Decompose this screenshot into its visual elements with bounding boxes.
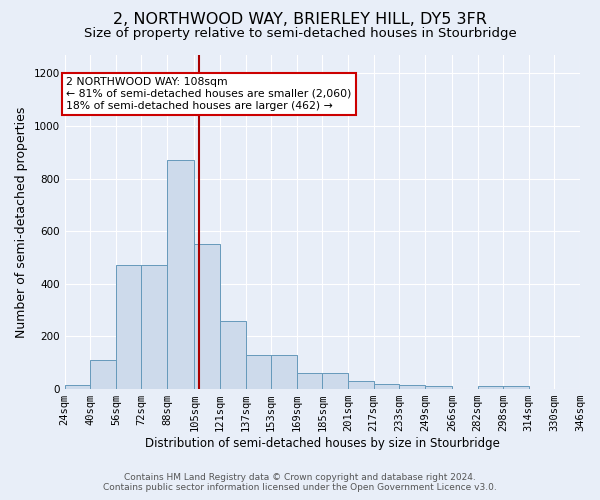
Text: 2 NORTHWOOD WAY: 108sqm
← 81% of semi-detached houses are smaller (2,060)
18% of: 2 NORTHWOOD WAY: 108sqm ← 81% of semi-de… — [66, 78, 352, 110]
Text: Size of property relative to semi-detached houses in Stourbridge: Size of property relative to semi-detach… — [83, 28, 517, 40]
Bar — [142, 266, 167, 389]
Bar — [297, 374, 322, 389]
Text: 2, NORTHWOOD WAY, BRIERLEY HILL, DY5 3FR: 2, NORTHWOOD WAY, BRIERLEY HILL, DY5 3FR — [113, 12, 487, 28]
Bar — [271, 355, 297, 389]
Bar — [167, 160, 194, 389]
Bar — [478, 386, 503, 389]
Bar — [425, 386, 452, 389]
Bar — [65, 385, 90, 389]
Bar — [503, 386, 529, 389]
Bar — [399, 385, 425, 389]
Y-axis label: Number of semi-detached properties: Number of semi-detached properties — [15, 106, 28, 338]
Bar — [374, 384, 399, 389]
Bar — [220, 320, 245, 389]
Bar — [194, 244, 220, 389]
Bar — [90, 360, 116, 389]
Bar — [348, 381, 374, 389]
Text: Contains HM Land Registry data © Crown copyright and database right 2024.
Contai: Contains HM Land Registry data © Crown c… — [103, 473, 497, 492]
Bar — [322, 374, 348, 389]
X-axis label: Distribution of semi-detached houses by size in Stourbridge: Distribution of semi-detached houses by … — [145, 437, 500, 450]
Bar — [245, 355, 271, 389]
Bar — [116, 266, 142, 389]
